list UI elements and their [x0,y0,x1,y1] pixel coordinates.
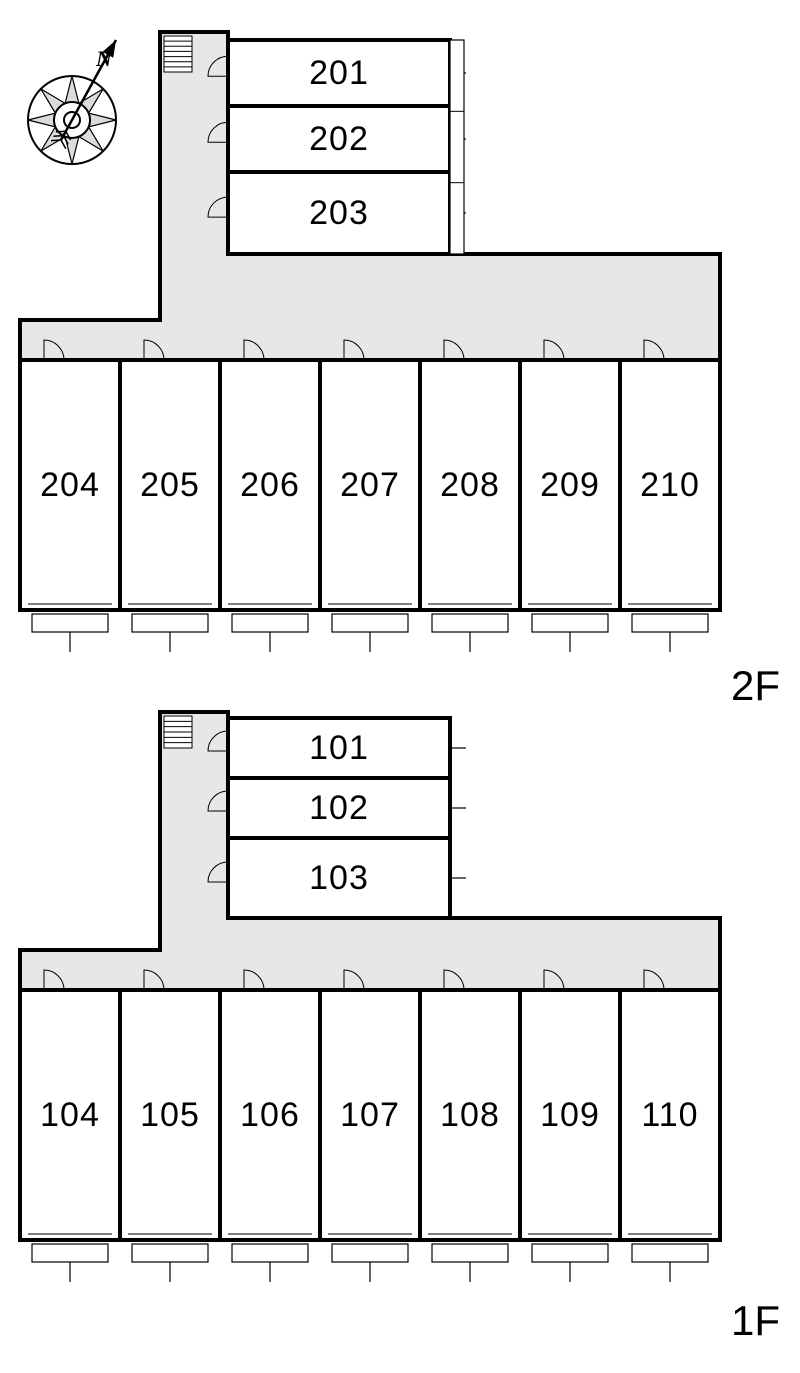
balcony [232,1244,308,1262]
stairs-icon [164,716,192,748]
room-label: 102 [309,789,369,827]
compass-n-label: N [95,46,113,71]
room-label: 209 [540,466,600,504]
room-label: 202 [309,120,369,158]
room-label: 205 [140,466,200,504]
room-label: 210 [640,466,700,504]
room-label: 104 [40,1096,100,1134]
balcony [32,1244,108,1262]
balcony [532,1244,608,1262]
room-label: 204 [40,466,100,504]
balcony [332,614,408,632]
room-label: 107 [340,1096,400,1134]
floor-label: 2F [731,662,780,709]
room-label: 206 [240,466,300,504]
room-label: 105 [140,1096,200,1134]
room-label: 108 [440,1096,500,1134]
room-label: 203 [309,194,369,232]
balcony [632,614,708,632]
balcony [532,614,608,632]
room-label: 201 [309,54,369,92]
room-label: 110 [641,1096,698,1134]
top-balcony [450,40,464,254]
balcony [32,614,108,632]
balcony [332,1244,408,1262]
room-label: 207 [340,466,400,504]
balcony [432,1244,508,1262]
room-label: 208 [440,466,500,504]
balcony [132,614,208,632]
balcony [132,1244,208,1262]
room-label: 109 [540,1096,600,1134]
stairs-icon [164,36,192,72]
room-label: 101 [309,729,369,767]
balcony [232,614,308,632]
room-label: 103 [309,859,369,897]
floor-label: 1F [731,1297,780,1344]
balcony [432,614,508,632]
room-label: 106 [240,1096,300,1134]
balcony [632,1244,708,1262]
